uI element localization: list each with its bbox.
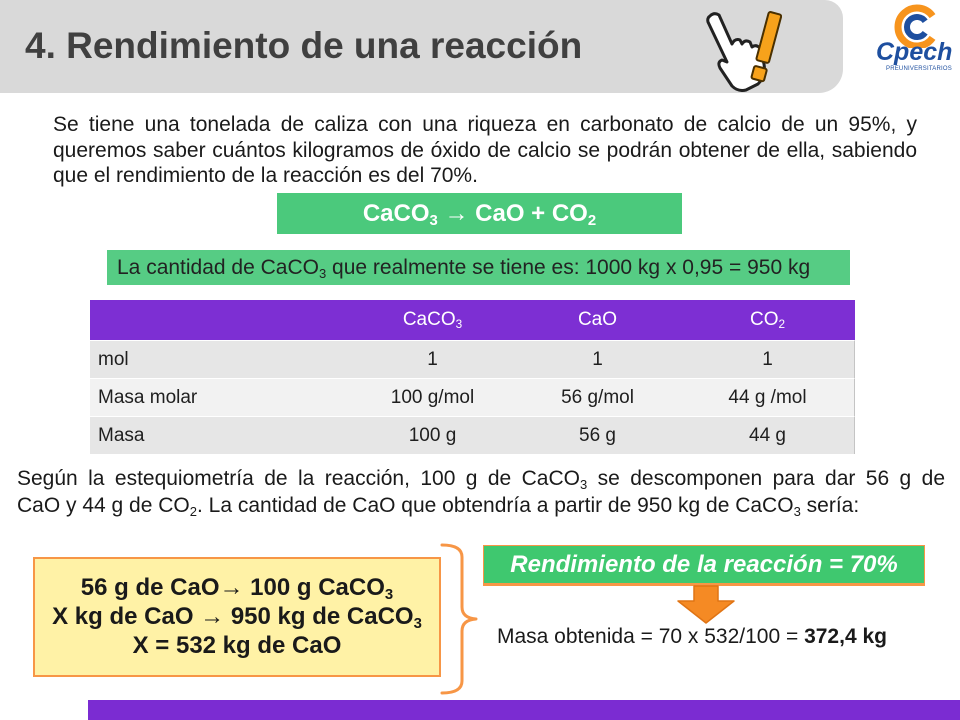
problem-statement: Se tiene una tonelada de caliza con una …	[53, 113, 917, 187]
pure-amount-text: que realmente se tiene es: 1000 kg x 0,9…	[326, 256, 811, 279]
right-brace-icon	[440, 543, 478, 695]
row-label: Masa molar	[98, 386, 198, 408]
stoichiometry-subscript: 3	[580, 476, 588, 492]
stoichiometry-table: CaCO3 CaO CO2 mol 1 1 1 Masa molar 100 g…	[90, 300, 855, 454]
table-cell: 1	[427, 348, 438, 370]
equation-text: CaCO	[362, 200, 430, 227]
table-cell: 1	[592, 348, 603, 370]
stoichiometry-text-part: CaO y 44 g de CO	[17, 494, 190, 517]
table-header-text: CaO	[577, 309, 618, 330]
stoichiometry-subscript: 2	[189, 503, 197, 519]
table-header-subscript: 3	[455, 318, 463, 332]
logo-name: Cpech	[876, 38, 953, 66]
row-label: Masa	[98, 424, 145, 446]
calculation-line: X kg de CaO → 950 kg de CaCO3	[35, 602, 439, 633]
result-line: Masa obtenida = 70 x 532/100 = 372,4 kg	[497, 625, 887, 649]
header-tab	[0, 0, 843, 93]
stoichiometry-line: Según la estequiometría de la reacción, …	[17, 465, 945, 492]
stoichiometry-text-part: . La cantidad de CaO que obtendría a par…	[197, 494, 794, 517]
yield-box: Rendimiento de la reacción = 70%	[483, 545, 925, 586]
stoichiometry-text: Según la estequiometría de la reacción, …	[17, 465, 945, 519]
table-row: Masa 100 g 56 g 44 g	[90, 416, 855, 454]
row-label: mol	[98, 348, 129, 370]
pure-amount-box: La cantidad de CaCO3 que realmente se ti…	[107, 250, 850, 285]
equation-text: → CaO + CO	[437, 200, 588, 227]
calculation-text: 56 g de CaO→ 100 g CaCO	[80, 574, 385, 601]
pure-amount-subscript: 3	[318, 265, 327, 281]
footer-bar	[88, 700, 960, 720]
table-header-corner	[90, 300, 350, 340]
pure-amount-text: La cantidad de CaCO	[117, 256, 319, 279]
calculation-box: 56 g de CaO→ 100 g CaCO3 X kg de CaO → 9…	[33, 557, 441, 677]
table-header-text: CaCO	[402, 309, 456, 330]
result-value: 372,4 kg	[804, 625, 887, 648]
table-header-cao: CaO	[515, 300, 680, 340]
table-cell: 56 g/mol	[561, 386, 634, 408]
calculation-line: X = 532 kg de CaO	[35, 631, 439, 660]
cpech-logo-icon	[894, 4, 936, 48]
stoichiometry-text-part: Según la estequiometría de la reacción, …	[17, 467, 580, 490]
table-row: Masa molar 100 g/mol 56 g/mol 44 g /mol	[90, 378, 855, 416]
result-label: Masa obtenida = 70 x 532/100 =	[497, 625, 805, 648]
table-cell: 100 g/mol	[390, 386, 475, 408]
table-cell: 1	[762, 348, 773, 370]
equation-subscript: 3	[429, 213, 438, 230]
calculation-subscript: 3	[413, 616, 422, 633]
hand-exclamation-icon	[706, 11, 782, 92]
page-title: 4. Rendimiento de una reacción	[25, 25, 583, 66]
table-cell: 44 g /mol	[728, 386, 807, 408]
calculation-text: X kg de CaO → 950 kg de CaCO	[52, 603, 414, 630]
table-cell: 100 g	[408, 424, 457, 446]
table-header-row: CaCO3 CaO CO2	[90, 300, 855, 340]
calculation-text: X = 532 kg de CaO	[132, 632, 342, 659]
stoichiometry-text-part: sería:	[800, 494, 860, 517]
calculation-subscript: 3	[384, 587, 394, 604]
table-row: mol 1 1 1	[90, 340, 855, 378]
stoichiometry-text-part: se descomponen para dar 56 g de	[587, 467, 945, 490]
equation-subscript: 2	[587, 213, 597, 230]
stoichiometry-line: CaO y 44 g de CO2. La cantidad de CaO qu…	[17, 492, 945, 519]
calculation-line: 56 g de CaO→ 100 g CaCO3	[35, 573, 439, 604]
table-header-co2: CO2	[680, 300, 855, 340]
table-header-subscript: 2	[778, 318, 786, 332]
table-cell: 44 g	[749, 424, 786, 446]
table-cell: 56 g	[579, 424, 616, 446]
reaction-equation: CaCO3 → CaO + CO2	[277, 193, 682, 234]
table-header-text: CO	[749, 309, 779, 330]
down-arrow-icon	[677, 585, 735, 624]
stoichiometry-subscript: 3	[793, 503, 801, 519]
logo-tagline: PREUNIVERSITARIOS	[886, 66, 952, 72]
table-header-caco3: CaCO3	[350, 300, 515, 340]
